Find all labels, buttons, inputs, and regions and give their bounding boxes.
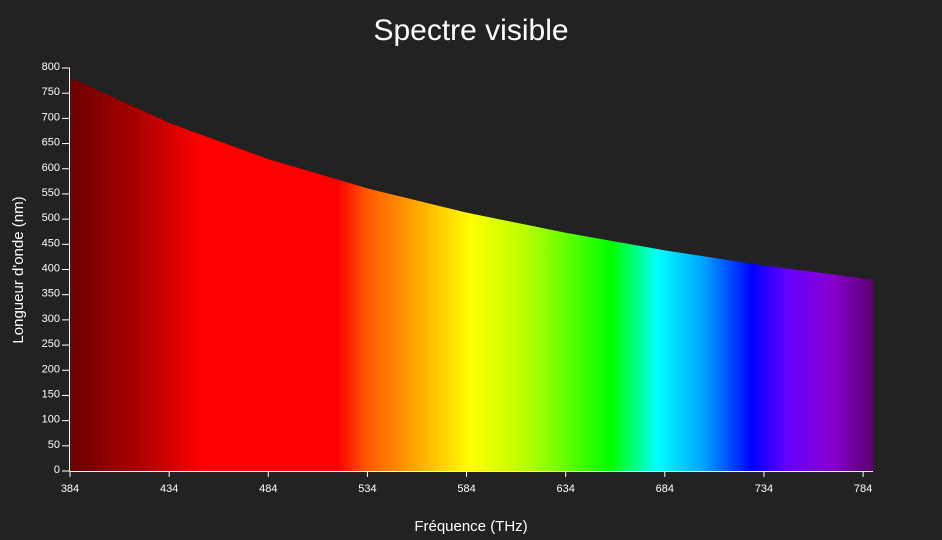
x-axis-label: Fréquence (THz) (414, 518, 527, 535)
y-axis: 0 50 100 150 200 250 300 350 400 450 500 550 600 650 7… (42, 61, 70, 476)
x-tick-label: 784 (854, 483, 872, 495)
x-axis: 384 434 484 534 584 634 684 734 784 (61, 471, 873, 495)
y-tick-label: 700 (42, 111, 60, 123)
x-tick-label: 384 (61, 483, 79, 495)
y-tick-label: 350 (42, 288, 60, 300)
x-tick-label: 684 (656, 483, 674, 495)
y-tick-label: 500 (42, 212, 60, 224)
y-tick-label: 600 (42, 162, 60, 174)
y-tick-label: 550 (42, 187, 60, 199)
x-tick-label: 434 (160, 483, 178, 495)
y-tick-label: 650 (42, 137, 60, 149)
y-tick-label: 200 (42, 363, 60, 375)
x-tick-label: 484 (259, 483, 277, 495)
chart-title: Spectre visible (373, 14, 568, 47)
x-tick-label: 584 (457, 483, 475, 495)
x-tick-label: 634 (556, 483, 574, 495)
y-tick-label: 0 (54, 464, 60, 476)
y-axis-label: Longueur d'onde (nm) (10, 196, 27, 343)
y-tick-label: 300 (42, 313, 60, 325)
y-tick-label: 100 (42, 414, 60, 426)
y-tick-label: 50 (48, 439, 60, 451)
y-tick-label: 150 (42, 388, 60, 400)
y-tick-label: 450 (42, 237, 60, 249)
spectrum-area (70, 77, 873, 471)
y-tick-label: 800 (42, 61, 60, 73)
x-tick-label: 534 (358, 483, 376, 495)
y-tick-label: 750 (42, 86, 60, 98)
y-tick-label: 250 (42, 338, 60, 350)
x-tick-label: 734 (755, 483, 773, 495)
y-tick-label: 400 (42, 263, 60, 275)
